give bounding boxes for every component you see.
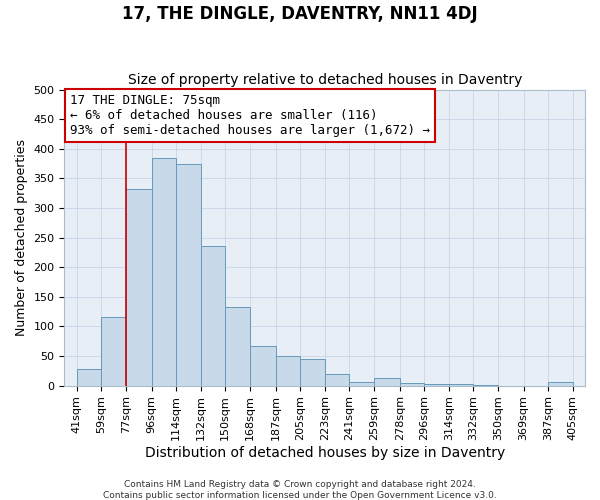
Bar — [400, 382, 424, 386]
Y-axis label: Number of detached properties: Number of detached properties — [15, 139, 28, 336]
Bar — [300, 359, 325, 386]
Bar — [225, 307, 250, 386]
Bar — [101, 317, 126, 386]
Text: 17 THE DINGLE: 75sqm
← 6% of detached houses are smaller (116)
93% of semi-detac: 17 THE DINGLE: 75sqm ← 6% of detached ho… — [70, 94, 430, 137]
Bar — [349, 382, 374, 386]
Bar — [152, 158, 176, 386]
Bar — [548, 382, 573, 386]
X-axis label: Distribution of detached houses by size in Daventry: Distribution of detached houses by size … — [145, 446, 505, 460]
Title: Size of property relative to detached houses in Daventry: Size of property relative to detached ho… — [128, 73, 522, 87]
Bar — [250, 346, 275, 386]
Bar — [449, 384, 473, 386]
Bar — [126, 189, 152, 386]
Bar — [176, 164, 200, 386]
Bar — [473, 385, 498, 386]
Bar — [325, 374, 349, 386]
Bar — [200, 246, 225, 386]
Bar — [424, 384, 449, 386]
Bar — [77, 369, 101, 386]
Bar — [275, 356, 300, 386]
Text: 17, THE DINGLE, DAVENTRY, NN11 4DJ: 17, THE DINGLE, DAVENTRY, NN11 4DJ — [122, 5, 478, 23]
Bar — [374, 378, 400, 386]
Text: Contains HM Land Registry data © Crown copyright and database right 2024.
Contai: Contains HM Land Registry data © Crown c… — [103, 480, 497, 500]
